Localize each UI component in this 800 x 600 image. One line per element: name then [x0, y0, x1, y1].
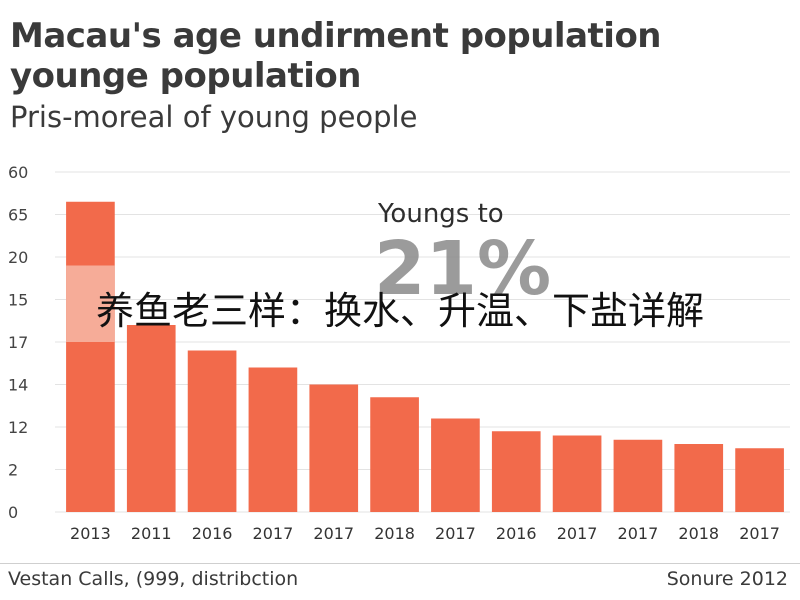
y-tick-label: 20	[8, 248, 28, 267]
annotation-label: Youngs to	[377, 199, 504, 229]
bar	[248, 367, 298, 512]
chart-subtitle: Pris-moreal of young people	[10, 100, 418, 134]
y-tick-label: 65	[8, 206, 28, 225]
bar	[187, 350, 237, 512]
bar	[491, 431, 541, 512]
x-tick-label: 2017	[618, 524, 659, 543]
x-tick-label: 2018	[374, 524, 415, 543]
chart-title: Macau's age undirment population younge …	[10, 16, 662, 96]
x-tick-label: 2017	[313, 524, 354, 543]
y-tick-label: 14	[8, 376, 28, 395]
bars	[66, 201, 784, 512]
y-tick-label: 60	[8, 163, 28, 182]
bar-highlight	[66, 265, 115, 342]
chart-title-line-2: younge population	[10, 56, 361, 96]
y-tick-label: 15	[8, 291, 28, 310]
y-tick-label: 2	[8, 461, 18, 480]
x-tick-label: 2017	[253, 524, 294, 543]
footer-note: Sonure 2012	[666, 568, 788, 590]
bar	[309, 384, 359, 512]
x-tick-label: 2016	[192, 524, 233, 543]
bar	[126, 325, 176, 512]
annotation-value: 21%	[374, 226, 551, 312]
bar	[66, 201, 115, 512]
bar	[552, 435, 602, 512]
x-tick-label: 2016	[496, 524, 537, 543]
bar	[370, 397, 419, 512]
y-axis: 0 2 12 14 17 15 20 65 60	[8, 163, 28, 522]
x-tick-label: 2011	[131, 524, 172, 543]
x-tick-label: 2017	[557, 524, 598, 543]
bar	[674, 444, 724, 512]
x-tick-label: 2013	[70, 524, 111, 543]
bar	[613, 439, 663, 512]
source-note: Vestan Calls, (999, distribction	[8, 568, 299, 590]
x-axis: 2013 2011 2016 2017 2017 2018 2017 2016 2017 2017…	[70, 524, 780, 543]
y-tick-label: 0	[8, 503, 18, 522]
bar	[431, 418, 480, 512]
y-tick-label: 12	[8, 418, 28, 437]
y-tick-label: 17	[8, 333, 28, 352]
bar	[735, 448, 784, 512]
x-tick-label: 2017	[739, 524, 780, 543]
grid-lines	[55, 171, 790, 513]
chart-title-line-1: Macau's age undirment population	[10, 16, 662, 56]
x-tick-label: 2017	[435, 524, 476, 543]
overlay-caption: 养鱼老三样：换水、升温、下盐详解	[95, 289, 704, 333]
x-tick-label: 2018	[678, 524, 719, 543]
footer-divider	[0, 563, 800, 564]
